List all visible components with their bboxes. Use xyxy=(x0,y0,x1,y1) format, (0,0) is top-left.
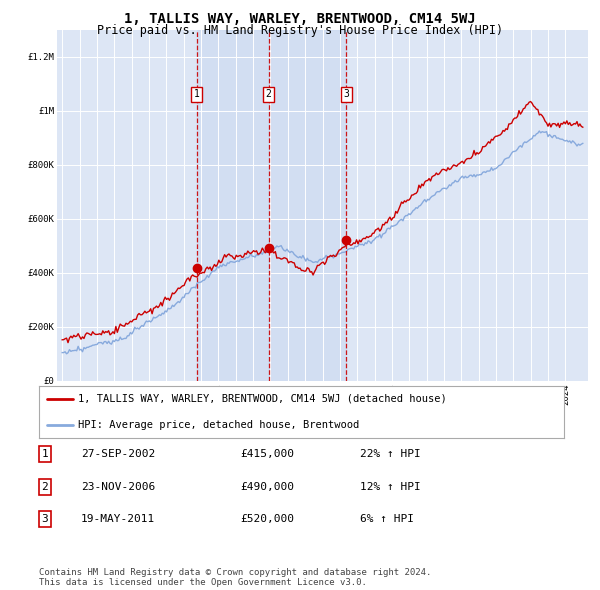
Text: 3: 3 xyxy=(344,89,349,99)
Text: 2: 2 xyxy=(266,89,272,99)
Text: £415,000: £415,000 xyxy=(240,450,294,459)
Text: 1: 1 xyxy=(41,450,49,459)
Text: 19-MAY-2011: 19-MAY-2011 xyxy=(81,514,155,524)
Text: 12% ↑ HPI: 12% ↑ HPI xyxy=(360,482,421,491)
Bar xyxy=(269,30,346,381)
Text: 1, TALLIS WAY, WARLEY, BRENTWOOD, CM14 5WJ (detached house): 1, TALLIS WAY, WARLEY, BRENTWOOD, CM14 5… xyxy=(79,394,447,404)
Text: 23-NOV-2006: 23-NOV-2006 xyxy=(81,482,155,491)
Text: 2: 2 xyxy=(41,482,49,491)
Text: £520,000: £520,000 xyxy=(240,514,294,524)
Text: 1: 1 xyxy=(194,89,199,99)
Text: £490,000: £490,000 xyxy=(240,482,294,491)
Text: 22% ↑ HPI: 22% ↑ HPI xyxy=(360,450,421,459)
Text: 3: 3 xyxy=(41,514,49,524)
Bar xyxy=(197,30,269,381)
Text: 1, TALLIS WAY, WARLEY, BRENTWOOD, CM14 5WJ: 1, TALLIS WAY, WARLEY, BRENTWOOD, CM14 5… xyxy=(124,12,476,26)
Text: 27-SEP-2002: 27-SEP-2002 xyxy=(81,450,155,459)
Text: Price paid vs. HM Land Registry's House Price Index (HPI): Price paid vs. HM Land Registry's House … xyxy=(97,24,503,37)
Text: 6% ↑ HPI: 6% ↑ HPI xyxy=(360,514,414,524)
Text: Contains HM Land Registry data © Crown copyright and database right 2024.
This d: Contains HM Land Registry data © Crown c… xyxy=(39,568,431,587)
Text: HPI: Average price, detached house, Brentwood: HPI: Average price, detached house, Bren… xyxy=(79,420,359,430)
